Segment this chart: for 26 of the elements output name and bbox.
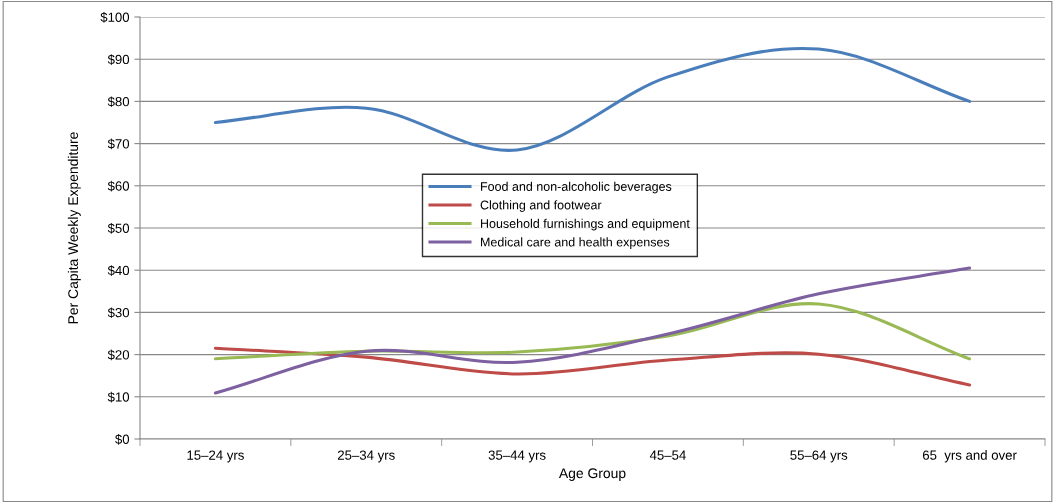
y-tick-label: $10 — [107, 391, 130, 403]
x-tick-label: 55–64 yrs — [790, 450, 848, 463]
legend-label: Clothing and footwear — [480, 200, 602, 212]
y-tick-label: $40 — [107, 265, 130, 276]
x-tick-label: 15–24 yrs — [187, 450, 244, 463]
line-series — [213, 346, 972, 387]
y-tick-label: $20 — [107, 349, 130, 361]
y-tick-label: $60 — [107, 180, 130, 192]
legend-label: Household furnishings and equipment — [481, 218, 690, 231]
y-tick-label: $50 — [107, 223, 130, 234]
y-axis-title: Per Capita Weekly Expenditure — [67, 132, 81, 324]
x-tick-label: 25–34 yrs — [337, 450, 395, 463]
legend-label: Food and non-alcoholic beverages — [481, 181, 672, 194]
x-tick-label: 65 yrs and over — [922, 450, 1017, 463]
y-tick-label: $70 — [107, 138, 130, 150]
x-tick-label: 35–44 yrs — [488, 450, 546, 463]
y-tick-label: $0 — [115, 434, 130, 445]
legend-label: Medical care and health expenses — [481, 237, 670, 249]
y-tick-label: $30 — [107, 307, 130, 319]
y-tick-label: $90 — [107, 54, 130, 65]
x-tick-label: 45–54 — [649, 450, 686, 460]
line-series — [213, 266, 972, 395]
y-tick-label: $100 — [100, 12, 130, 23]
x-axis-title: Age Group — [558, 468, 626, 481]
y-tick-label: $80 — [107, 96, 130, 108]
line-series — [213, 46, 972, 152]
